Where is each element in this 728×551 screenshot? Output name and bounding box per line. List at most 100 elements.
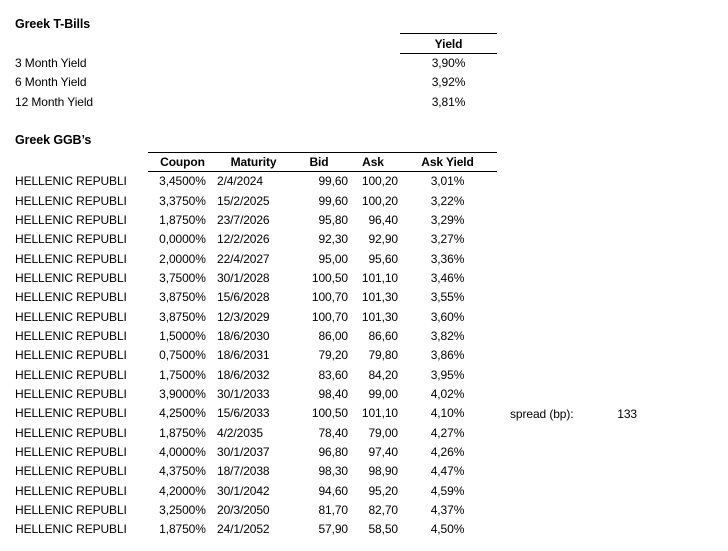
tbills-header-row: Yield <box>15 33 497 54</box>
ggb-cell-maturity: 18/6/2030 <box>217 328 270 343</box>
ggb-cell-maturity: 30/1/2037 <box>217 444 270 459</box>
ggb-cell-bid: 98,40 <box>318 386 348 401</box>
ggb-cell-name: HELLENIC REPUBLI <box>15 174 127 189</box>
ggb-cell-ask: 92,90 <box>368 232 398 247</box>
ggb-cell-bid: 99,60 <box>318 193 348 208</box>
ggb-cell-coupon: 4,2500% <box>159 406 206 421</box>
ggb-cell-ask-yield: 4,10% <box>430 406 465 421</box>
ggb-cell-bid: 95,00 <box>318 251 348 266</box>
ggb-cell-bid: 96,80 <box>318 444 348 459</box>
ggb-cell-maturity: 18/7/2038 <box>217 464 270 479</box>
ggb-cell-maturity: 12/3/2029 <box>217 309 270 324</box>
ggb-cell-maturity: 15/6/2033 <box>217 406 270 421</box>
table-row: HELLENIC REPUBLI 4,0000% 30/1/2037 96,80… <box>15 442 497 461</box>
ggb-cell-maturity: 15/6/2028 <box>217 290 270 305</box>
ggb-cell-ask-yield: 4,50% <box>430 522 465 537</box>
ggb-cell-name: HELLENIC REPUBLI <box>15 328 127 343</box>
tbill-yield-value: 3,92% <box>431 75 466 90</box>
ggb-cell-ask-yield: 4,26% <box>430 444 465 459</box>
ggb-cell-ask-yield: 3,86% <box>430 348 465 363</box>
ggb-cell-ask: 79,80 <box>368 348 398 363</box>
ggb-cell-name: HELLENIC REPUBLI <box>15 444 127 459</box>
tbill-label: 6 Month Yield <box>15 75 87 90</box>
ggb-cell-ask: 101,30 <box>361 309 398 324</box>
table-row: HELLENIC REPUBLI 3,9000% 30/1/2033 98,40… <box>15 384 497 403</box>
ggb-cell-coupon: 4,0000% <box>159 444 206 459</box>
ggb-cell-name: HELLENIC REPUBLI <box>15 348 127 363</box>
ggb-cell-maturity: 24/1/2052 <box>217 522 270 537</box>
ggb-cell-maturity: 22/4/2027 <box>217 251 270 266</box>
ggb-cell-ask-yield: 3,46% <box>430 270 465 285</box>
table-row: HELLENIC REPUBLI 4,2500% 15/6/2033 100,5… <box>15 404 497 423</box>
ggb-cell-maturity: 15/2/2025 <box>217 193 270 208</box>
ggb-cell-bid: 94,60 <box>318 483 348 498</box>
ggb-cell-name: HELLENIC REPUBLI <box>15 309 127 324</box>
ggb-cell-ask-yield: 3,82% <box>430 328 465 343</box>
ggb-column-header-bid: Bid <box>290 152 348 172</box>
ggb-cell-maturity: 30/1/2033 <box>217 386 270 401</box>
ggb-cell-maturity: 2/4/2024 <box>217 174 263 189</box>
table-row: HELLENIC REPUBLI 4,2000% 30/1/2042 94,60… <box>15 481 497 500</box>
ggb-cell-coupon: 1,8750% <box>159 425 206 440</box>
tbills-section-title: Greek T-Bills <box>15 17 91 31</box>
ggb-cell-bid: 98,30 <box>318 464 348 479</box>
ggb-cell-ask: 100,20 <box>361 193 398 208</box>
spread-annotation: spread (bp): 133 <box>510 405 637 424</box>
tbills-table: Yield 3 Month Yield 3,90% 6 Month Yield … <box>15 33 497 111</box>
ggb-cell-name: HELLENIC REPUBLI <box>15 193 127 208</box>
ggb-cell-ask: 98,90 <box>368 464 398 479</box>
ggb-column-header-ask-yield: Ask Yield <box>398 152 497 172</box>
tbills-header-spacer <box>15 34 400 54</box>
ggb-cell-maturity: 20/3/2050 <box>217 503 270 518</box>
ggb-cell-ask-yield: 3,22% <box>430 193 465 208</box>
table-row: HELLENIC REPUBLI 1,7500% 18/6/2032 83,60… <box>15 365 497 384</box>
ggb-cell-maturity: 18/6/2031 <box>217 348 270 363</box>
table-row: HELLENIC REPUBLI 3,8750% 15/6/2028 100,7… <box>15 288 497 307</box>
ggb-cell-name: HELLENIC REPUBLI <box>15 251 127 266</box>
ggb-cell-ask: 101,10 <box>361 270 398 285</box>
ggb-cell-ask: 101,30 <box>361 290 398 305</box>
ggb-cell-bid: 83,60 <box>318 367 348 382</box>
tbill-yield-value: 3,81% <box>431 94 466 109</box>
ggb-cell-coupon: 3,3750% <box>159 193 206 208</box>
ggb-table: Coupon Maturity Bid Ask Ask Yield HELLEN… <box>15 152 497 539</box>
ggb-column-header-ask: Ask <box>348 152 398 172</box>
ggb-cell-maturity: 30/1/2028 <box>217 270 270 285</box>
ggb-cell-coupon: 3,4500% <box>159 174 206 189</box>
ggb-cell-name: HELLENIC REPUBLI <box>15 483 127 498</box>
ggb-cell-bid: 95,80 <box>318 212 348 227</box>
ggb-cell-ask-yield: 3,29% <box>430 212 465 227</box>
spread-label: spread (bp): <box>510 407 574 421</box>
spread-value: 133 <box>617 407 637 421</box>
ggb-cell-ask: 95,20 <box>368 483 398 498</box>
ggb-cell-bid: 78,40 <box>318 425 348 440</box>
ggb-cell-ask-yield: 3,60% <box>430 309 465 324</box>
ggb-cell-ask-yield: 4,59% <box>430 483 465 498</box>
ggb-cell-coupon: 1,7500% <box>159 367 206 382</box>
ggb-cell-name: HELLENIC REPUBLI <box>15 270 127 285</box>
ggb-cell-ask: 97,40 <box>368 444 398 459</box>
table-row: HELLENIC REPUBLI 4,3750% 18/7/2038 98,30… <box>15 462 497 481</box>
table-row: HELLENIC REPUBLI 1,8750% 4/2/2035 78,40 … <box>15 423 497 442</box>
table-row: HELLENIC REPUBLI 1,5000% 18/6/2030 86,00… <box>15 326 497 345</box>
ggb-cell-ask: 95,60 <box>368 251 398 266</box>
table-row: HELLENIC REPUBLI 3,7500% 30/1/2028 100,5… <box>15 268 497 287</box>
ggb-cell-coupon: 3,2500% <box>159 503 206 518</box>
ggb-column-header-maturity: Maturity <box>217 152 290 172</box>
ggb-cell-ask: 84,20 <box>368 367 398 382</box>
ggb-cell-bid: 86,00 <box>318 328 348 343</box>
ggb-cell-coupon: 3,9000% <box>159 386 206 401</box>
ggb-cell-name: HELLENIC REPUBLI <box>15 232 127 247</box>
table-row: HELLENIC REPUBLI 0,7500% 18/6/2031 79,20… <box>15 346 497 365</box>
ggb-cell-bid: 100,50 <box>311 406 348 421</box>
ggb-cell-ask-yield: 4,27% <box>430 425 465 440</box>
ggb-cell-coupon: 1,8750% <box>159 522 206 537</box>
table-row: HELLENIC REPUBLI 3,2500% 20/3/2050 81,70… <box>15 500 497 519</box>
ggb-cell-ask: 86,60 <box>368 328 398 343</box>
tbills-yield-column-header: Yield <box>400 33 497 54</box>
ggb-cell-ask: 58,50 <box>368 522 398 537</box>
ggb-cell-ask-yield: 3,27% <box>430 232 465 247</box>
ggb-cell-maturity: 4/2/2035 <box>217 425 263 440</box>
ggb-cell-bid: 81,70 <box>318 503 348 518</box>
ggb-cell-ask: 82,70 <box>368 503 398 518</box>
